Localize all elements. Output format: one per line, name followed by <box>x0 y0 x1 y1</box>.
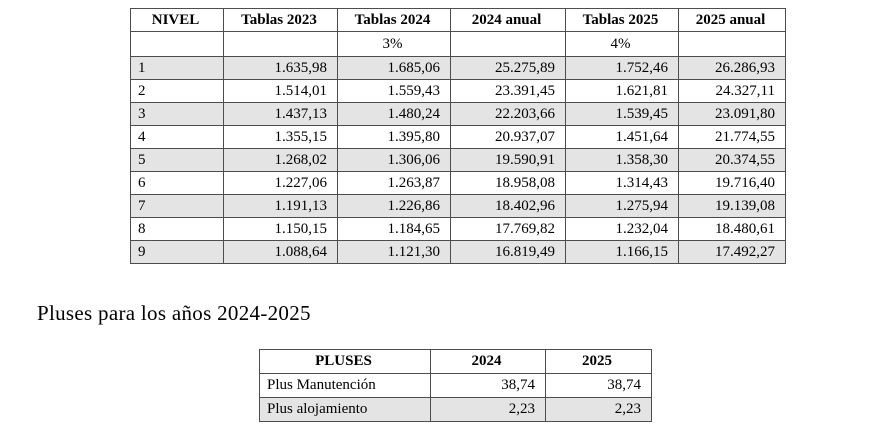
table-row-plus-manutencion: Plus Manutención 38,74 38,74 <box>259 373 652 398</box>
table-cell: 1.685,06 <box>337 56 451 80</box>
nivel-cell: 5 <box>130 148 224 172</box>
table-cell: 19.139,08 <box>678 194 786 218</box>
table-cell: 1.437,13 <box>223 102 338 126</box>
table-cell: 17.769,82 <box>450 217 566 241</box>
table-cell: 1.752,46 <box>565 56 679 80</box>
table-cell: 1.635,98 <box>223 56 338 80</box>
table-cell: 1.355,15 <box>223 125 338 149</box>
table-cell: 2,23 <box>545 397 652 422</box>
table-cell: 1.121,30 <box>337 240 451 264</box>
table-row-nivel-2: 2 1.514,01 1.559,43 23.391,45 1.621,81 2… <box>130 79 786 103</box>
table-cell: 1.191,13 <box>223 194 338 218</box>
empty-cell <box>130 31 224 57</box>
table-row-nivel-8: 8 1.150,15 1.184,65 17.769,82 1.232,04 1… <box>130 217 786 241</box>
pluses-header-row: PLUSES 2024 2025 <box>259 349 652 374</box>
empty-cell <box>450 31 566 57</box>
table-cell: 20.937,07 <box>450 125 566 149</box>
table-cell: 2,23 <box>430 397 546 422</box>
table-cell: 1.539,45 <box>565 102 679 126</box>
table-cell: 38,74 <box>545 373 652 398</box>
header-cell-pluses: PLUSES <box>259 349 431 374</box>
table-row-nivel-5: 5 1.268,02 1.306,06 19.590,91 1.358,30 2… <box>130 148 786 172</box>
table-row-nivel-9: 9 1.088,64 1.121,30 16.819,49 1.166,15 1… <box>130 240 786 264</box>
nivel-cell: 8 <box>130 217 224 241</box>
salary-levels-table: NIVEL Tablas 2023 Tablas 2024 2024 anual… <box>130 8 786 264</box>
table-cell: 18.958,08 <box>450 171 566 195</box>
table-cell: 20.374,55 <box>678 148 786 172</box>
table-row-nivel-4: 4 1.355,15 1.395,80 20.937,07 1.451,64 2… <box>130 125 786 149</box>
header-cell-tablas-2025: Tablas 2025 <box>565 8 679 32</box>
table-cell: 19.590,91 <box>450 148 566 172</box>
nivel-cell: 1 <box>130 56 224 80</box>
nivel-cell: 6 <box>130 171 224 195</box>
table-cell: 1.263,87 <box>337 171 451 195</box>
table-cell: 16.819,49 <box>450 240 566 264</box>
table-cell: 1.559,43 <box>337 79 451 103</box>
table-cell: 18.480,61 <box>678 217 786 241</box>
header-cell-nivel: NIVEL <box>130 8 224 32</box>
header-cell-2025: 2025 <box>545 349 652 374</box>
table-cell: 1.227,06 <box>223 171 338 195</box>
table-cell: 1.314,43 <box>565 171 679 195</box>
table-cell: 38,74 <box>430 373 546 398</box>
table-row-nivel-1: 1 1.635,98 1.685,06 25.275,89 1.752,46 2… <box>130 56 786 80</box>
increment-2024-cell: 3% <box>337 31 451 57</box>
table-cell: 1.226,86 <box>337 194 451 218</box>
pluses-table: PLUSES 2024 2025 Plus Manutención 38,74 … <box>259 349 652 422</box>
salary-table-header-row: NIVEL Tablas 2023 Tablas 2024 2024 anual… <box>130 8 786 32</box>
table-row-nivel-7: 7 1.191,13 1.226,86 18.402,96 1.275,94 1… <box>130 194 786 218</box>
table-row-nivel-6: 6 1.227,06 1.263,87 18.958,08 1.314,43 1… <box>130 171 786 195</box>
table-cell: 1.166,15 <box>565 240 679 264</box>
table-cell: 24.327,11 <box>678 79 786 103</box>
section-title: Pluses para los años 2024-2025 <box>37 301 311 325</box>
table-cell: 1.480,24 <box>337 102 451 126</box>
table-cell: 23.091,80 <box>678 102 786 126</box>
table-cell: 23.391,45 <box>450 79 566 103</box>
header-cell-2024: 2024 <box>430 349 546 374</box>
table-cell: 1.358,30 <box>565 148 679 172</box>
plus-label-cell: Plus Manutención <box>259 373 431 398</box>
header-cell-tablas-2023: Tablas 2023 <box>223 8 338 32</box>
nivel-cell: 9 <box>130 240 224 264</box>
nivel-cell: 7 <box>130 194 224 218</box>
table-row-plus-alojamiento: Plus alojamiento 2,23 2,23 <box>259 397 652 422</box>
table-cell: 21.774,55 <box>678 125 786 149</box>
empty-cell <box>223 31 338 57</box>
table-cell: 1.514,01 <box>223 79 338 103</box>
table-cell: 1.232,04 <box>565 217 679 241</box>
table-cell: 19.716,40 <box>678 171 786 195</box>
table-cell: 26.286,93 <box>678 56 786 80</box>
table-cell: 1.395,80 <box>337 125 451 149</box>
table-cell: 1.451,64 <box>565 125 679 149</box>
nivel-cell: 3 <box>130 102 224 126</box>
table-cell: 1.150,15 <box>223 217 338 241</box>
header-cell-2024-anual: 2024 anual <box>450 8 566 32</box>
plus-label-cell: Plus alojamiento <box>259 397 431 422</box>
table-cell: 22.203,66 <box>450 102 566 126</box>
table-cell: 1.088,64 <box>223 240 338 264</box>
header-cell-tablas-2024: Tablas 2024 <box>337 8 451 32</box>
table-cell: 1.621,81 <box>565 79 679 103</box>
table-row-nivel-3: 3 1.437,13 1.480,24 22.203,66 1.539,45 2… <box>130 102 786 126</box>
table-cell: 17.492,27 <box>678 240 786 264</box>
empty-cell <box>678 31 786 57</box>
increment-percentage-row: 3% 4% <box>130 31 786 57</box>
table-cell: 1.275,94 <box>565 194 679 218</box>
header-cell-2025-anual: 2025 anual <box>678 8 786 32</box>
table-cell: 1.306,06 <box>337 148 451 172</box>
table-cell: 1.184,65 <box>337 217 451 241</box>
nivel-cell: 4 <box>130 125 224 149</box>
nivel-cell: 2 <box>130 79 224 103</box>
table-cell: 18.402,96 <box>450 194 566 218</box>
increment-2025-cell: 4% <box>565 31 679 57</box>
table-cell: 25.275,89 <box>450 56 566 80</box>
table-cell: 1.268,02 <box>223 148 338 172</box>
